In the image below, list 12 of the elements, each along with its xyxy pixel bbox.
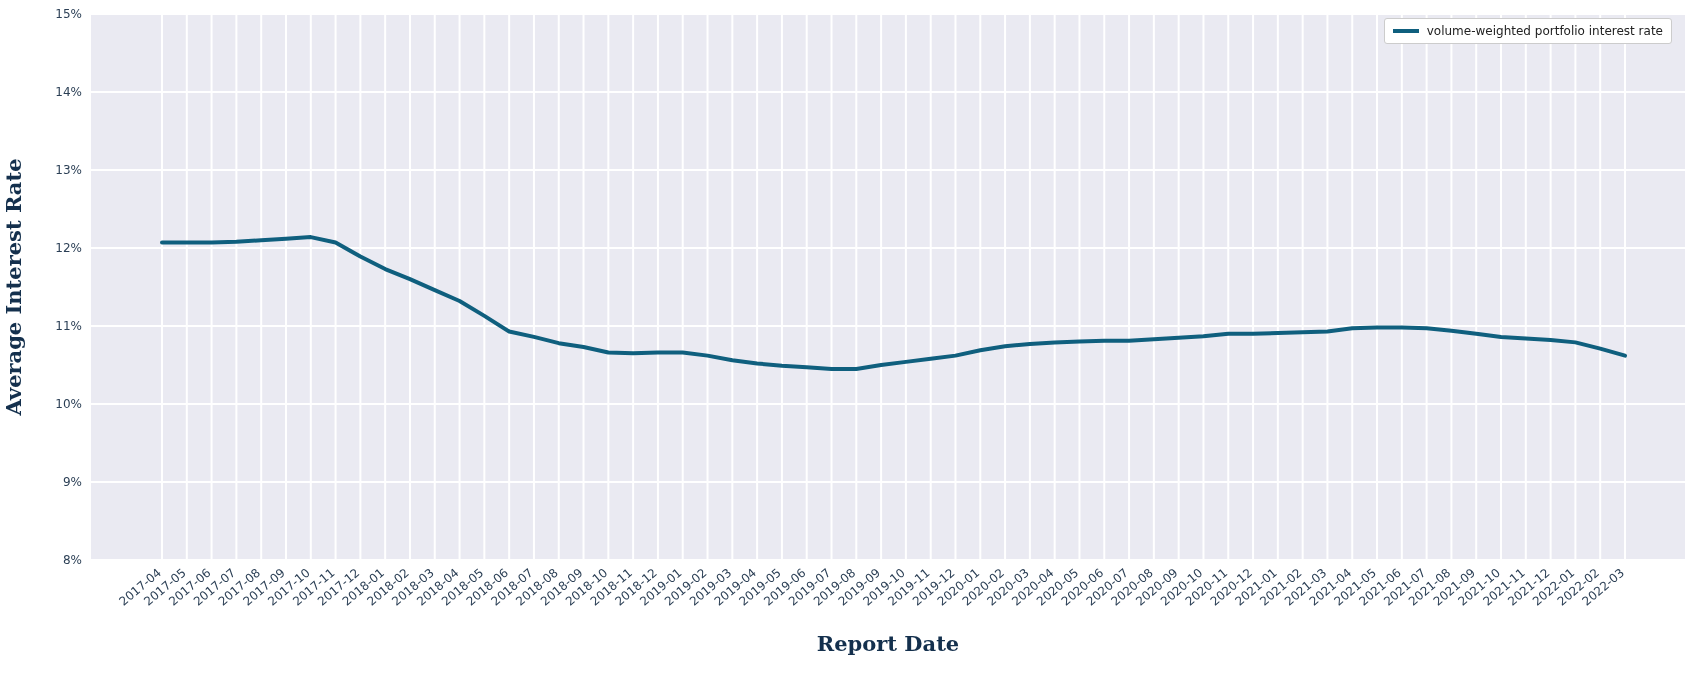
y-tick-label: 10% <box>55 397 82 412</box>
y-tick-label: 15% <box>55 7 82 22</box>
y-tick-label: 12% <box>55 241 82 256</box>
y-tick-label: 9% <box>62 475 82 490</box>
legend-label: volume-weighted portfolio interest rate <box>1426 24 1663 38</box>
y-tick-label: 8% <box>62 553 82 568</box>
line-series <box>160 235 1627 371</box>
x-axis-title: Report Date <box>816 631 960 656</box>
y-tick-label: 11% <box>55 319 82 334</box>
y-tick-label: 14% <box>55 85 82 100</box>
y-axis-title: Average Interest Rate <box>1 158 27 417</box>
y-tick-label: 13% <box>55 163 82 178</box>
